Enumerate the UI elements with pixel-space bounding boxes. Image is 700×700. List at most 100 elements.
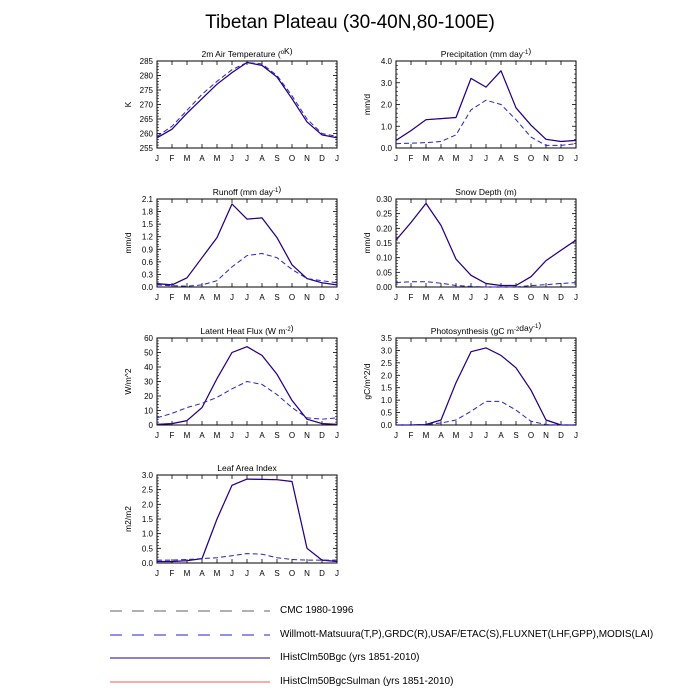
x-tick-label: M [214,431,221,440]
x-tick-label: A [259,154,265,163]
x-tick-label: F [170,431,175,440]
legend-item-sulman: IHistClm50BgcSulman (yrs 1851-2010) [110,675,690,689]
y-tick-label: 1.8 [142,208,154,217]
y-tick-label: 1.0 [381,396,393,405]
series-line-sulman [157,478,338,562]
x-tick-label: F [409,154,414,163]
y-tick-label: 265 [140,115,154,124]
series-line-sulman [156,346,338,425]
y-tick-label: 255 [140,144,154,153]
x-tick-label: J [155,293,159,302]
y-axis-label: gC/m^2/d [362,363,372,399]
x-tick-label: A [259,293,265,302]
series-line-observed [395,99,577,146]
x-tick-label: J [335,293,339,302]
x-tick-label: O [528,154,534,163]
x-tick-label: F [409,293,414,302]
x-tick-label: S [274,154,279,163]
y-axis-label: W/m^2 [123,368,133,394]
legend-item-bgc: IHistClm50Bgc (yrs 1851-2010) [110,651,690,665]
y-tick-label: 275 [140,86,154,95]
x-tick-label: J [574,293,578,302]
x-tick-label: M [184,569,191,578]
chart-title: 2m Air Temperature (oK) [201,46,292,59]
x-tick-label: N [543,431,549,440]
y-tick-label: 0.0 [381,144,393,153]
x-tick-label: J [469,154,473,163]
y-axis-label: K [123,101,133,107]
y-tick-label: 1.0 [381,122,393,131]
x-tick-label: M [214,569,221,578]
y-tick-label: 2.1 [142,195,154,204]
y-tick-label: 280 [140,72,154,81]
series-line-observed [395,281,577,288]
series-line-sulman [396,347,576,426]
y-tick-label: 4.0 [381,57,393,66]
series-line-bgc [156,61,338,139]
y-tick-label: 2.0 [142,500,154,509]
x-tick-label: A [498,154,504,163]
x-tick-label: J [245,431,249,440]
chart-title: Latent Heat Flux (W m-2) [200,323,293,336]
x-tick-label: J [230,569,234,578]
y-tick-label: 285 [140,57,154,66]
x-tick-label: A [199,154,205,163]
series-line-bgc [156,346,338,425]
y-tick-label: 0.05 [376,268,392,277]
x-tick-label: M [184,431,191,440]
chart-grid: 2m Air Temperature (oK) 255 260 265 270 275 28… [123,46,578,578]
x-tick-label: J [394,293,398,302]
legend-label: CMC 1980-1996 [280,605,354,616]
x-tick-label: J [394,431,398,440]
series-line-observed [156,381,338,420]
x-tick-label: J [484,154,488,163]
x-tick-label: J [335,569,339,578]
y-tick-label: 3.0 [142,471,154,480]
series-line-sulman [395,70,577,142]
y-tick-label: 40 [144,363,153,372]
x-tick-label: A [199,293,205,302]
y-tick-label: 0.30 [376,195,392,204]
x-tick-label: A [259,569,265,578]
y-tick-label: 30 [144,378,153,387]
chart-title: Runoff (mm day-1) [213,184,282,197]
y-tick-label: 0.25 [376,210,392,219]
y-tick-label: 0.5 [142,544,154,553]
y-tick-label: 2.5 [142,486,154,495]
x-tick-label: F [409,431,414,440]
x-tick-label: A [438,431,444,440]
x-tick-label: J [230,293,234,302]
series-line-bgc [157,478,338,563]
plot-frame [156,60,338,149]
chart-panel: Snow Depth (m) 0.00 0.05 0.10 0.15 0.20 0.25 0.… [362,187,578,302]
series-line-observed [157,553,337,561]
chart-title: Leaf Area Index [217,463,277,473]
x-tick-label: A [498,293,504,302]
y-tick-label: 0 [149,421,154,430]
legend-label: IHistClm50BgcSulman (yrs 1851-2010) [280,676,454,687]
x-tick-label: M [423,154,430,163]
x-tick-label: O [528,293,534,302]
x-tick-label: S [274,431,279,440]
x-tick-label: J [394,154,398,163]
y-tick-label: 0.6 [142,258,154,267]
x-tick-label: O [289,154,295,163]
y-tick-label: 20 [144,392,153,401]
x-tick-label: M [453,431,460,440]
y-tick-label: 0.00 [376,283,392,292]
y-tick-label: 0.0 [142,559,154,568]
x-tick-label: J [469,431,473,440]
x-tick-label: J [245,569,249,578]
y-tick-label: 3.0 [381,79,393,88]
x-tick-label: J [574,431,578,440]
y-tick-label: 0.10 [376,254,392,263]
x-tick-label: D [319,569,325,578]
x-tick-label: A [498,431,504,440]
series-line-observed [156,62,338,137]
plot-frame [156,198,338,288]
x-tick-label: J [245,293,249,302]
legend-item-cmc: CMC 1980-1996 [110,604,690,618]
y-axis-label: mm/d [362,94,372,116]
